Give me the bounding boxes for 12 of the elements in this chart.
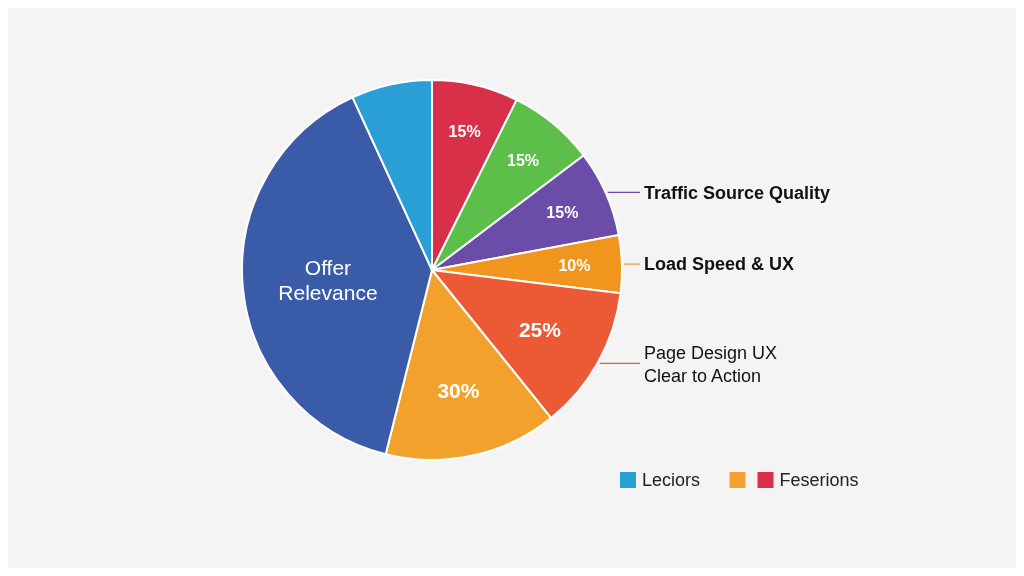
slice-label: Traffic Source Quality — [644, 182, 831, 203]
data-label: 15% — [546, 204, 579, 222]
slice-label: Load Speed & UX — [644, 254, 795, 275]
slice-label: Offer Relevance — [278, 255, 378, 304]
data-label: 15% — [448, 122, 481, 140]
legend-label: Feserions — [779, 470, 859, 491]
data-label: 30% — [437, 378, 480, 402]
slice-label: Page Design UX Clear to Action — [644, 342, 778, 386]
data-label: 15% — [507, 151, 540, 169]
legend-label: Leciors — [642, 470, 701, 491]
data-label: 10% — [558, 257, 591, 275]
data-label: 25% — [518, 318, 562, 342]
